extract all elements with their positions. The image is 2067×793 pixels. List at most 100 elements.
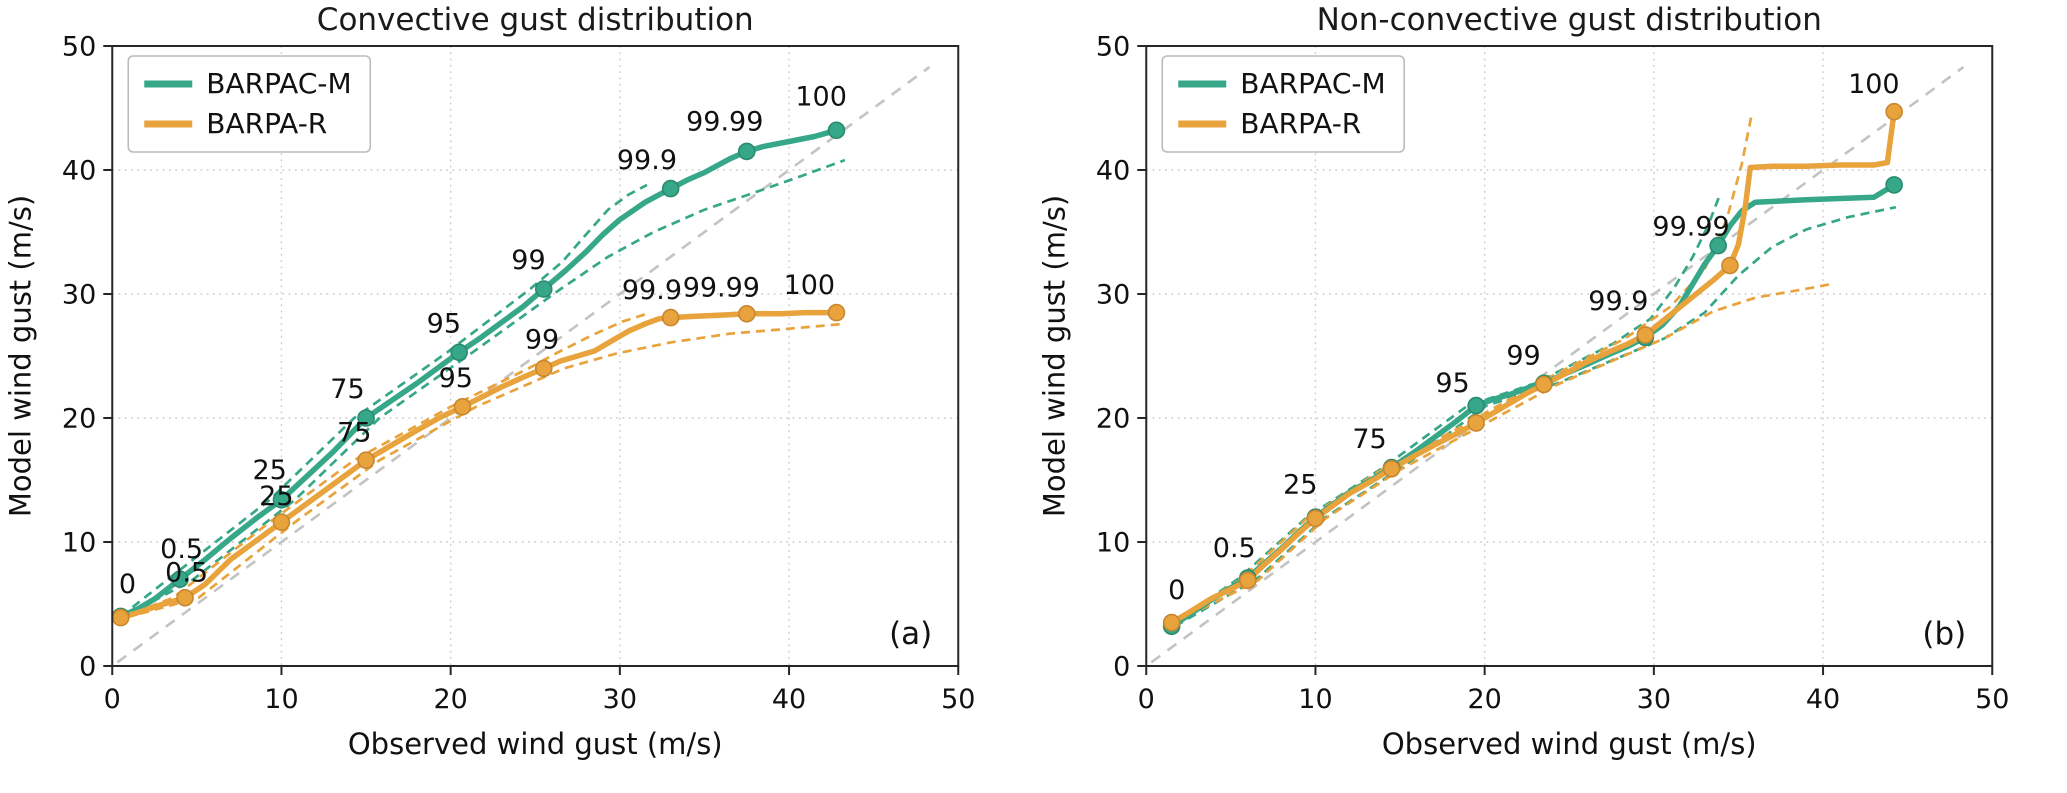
chart-nonconvective: 0 10 20 30 40 50 0 10 20 30 40 50 Non-convective gus… — [1037, 2, 2009, 761]
percentile-label: 99.99 — [1652, 212, 1729, 243]
y-tick-label: 50 — [62, 31, 96, 62]
percentile-marker-BARPAC-M — [827, 121, 846, 140]
percentile-label: 0 — [1168, 575, 1185, 606]
percentile-marker-BARPA-R — [453, 397, 472, 416]
percentile-marker-BARPA-R — [176, 588, 194, 607]
percentile-marker-BARPA-R — [1306, 509, 1324, 528]
legend-label-BARPAC-M: BARPAC-M — [206, 67, 351, 100]
x-tick-label: 20 — [1467, 684, 1501, 715]
x-tick-label: 0 — [1137, 684, 1154, 715]
percentile-marker-BARPAC-M — [661, 179, 680, 198]
percentile-label: 25 — [1283, 470, 1317, 501]
percentile-label: 99 — [1506, 341, 1540, 372]
y-tick-label: 10 — [62, 527, 96, 558]
percentile-label: 75 — [330, 374, 364, 405]
x-tick-label: 20 — [433, 684, 467, 715]
plot-border — [111, 45, 960, 667]
percentile-label: 0.5 — [1212, 533, 1255, 564]
chart-convective: 0 10 20 30 40 50 0 10 20 30 40 50 Convective gust di… — [3, 2, 975, 761]
legend-label-BARPAC-M: BARPAC-M — [1240, 67, 1385, 100]
y-tick-label: 0 — [79, 651, 96, 682]
percentile-marker-BARPAC-M — [450, 343, 468, 362]
series-line-BARPA-R — [118, 309, 840, 621]
percentile-label: 99 — [511, 245, 545, 276]
series-line-BARPAC-M — [118, 127, 840, 620]
y-tick-label: 40 — [62, 155, 96, 186]
percentile-label: 99.9 — [622, 275, 682, 306]
percentile-label: 95 — [427, 308, 461, 339]
y-tick-label: 20 — [1095, 403, 1129, 434]
x-tick-label: 10 — [1298, 684, 1332, 715]
x-tick-label: 0 — [104, 684, 121, 715]
ci-lower-BARPA-R — [125, 322, 845, 619]
percentile-label: 0.5 — [165, 558, 208, 589]
y-tick-label: 30 — [1095, 279, 1129, 310]
y-tick-label: 40 — [1095, 155, 1129, 186]
x-tick-label: 10 — [264, 684, 298, 715]
percentile-label: 100 — [795, 82, 847, 113]
percentile-label: 95 — [439, 363, 473, 394]
one-to-one-line — [116, 66, 931, 664]
percentile-marker-BARPA-R — [1238, 571, 1257, 590]
percentile-marker-BARPA-R — [661, 308, 680, 327]
ci-upper-BARPA-R — [120, 312, 648, 619]
percentile-label: 75 — [1352, 424, 1386, 455]
percentile-label: 99.99 — [686, 106, 763, 137]
percentile-marker-BARPA-R — [272, 513, 291, 532]
panel-a: 0 10 20 30 40 50 0 10 20 30 40 50 Convective gust di… — [3, 2, 975, 761]
one-to-one-line — [1150, 66, 1964, 664]
x-tick-label: 30 — [603, 684, 637, 715]
y-tick-label: 0 — [1113, 651, 1130, 682]
percentile-label: 100 — [1848, 69, 1900, 100]
legend: BARPAC-M BARPA-R — [1160, 55, 1405, 153]
percentile-marker-BARPA-R — [1466, 414, 1485, 432]
percentile-label: 0 — [119, 569, 136, 600]
percentile-marker-BARPA-R — [1382, 459, 1400, 478]
ci-lower-BARPAC-M — [1173, 205, 1896, 628]
y-axis-label: Model wind gust (m/s) — [3, 195, 37, 517]
percentile-marker-BARPA-R — [534, 359, 553, 378]
percentile-marker-BARPA-R — [1534, 375, 1553, 394]
y-tick-label: 20 — [62, 403, 96, 434]
percentile-marker-BARPA-R — [111, 608, 130, 627]
y-axis-label: Model wind gust (m/s) — [1037, 195, 1071, 517]
chart-title: Non-convective gust distribution — [1316, 2, 1821, 38]
legend: BARPAC-M BARPA-R — [127, 55, 372, 153]
plot-border — [1144, 45, 1993, 667]
legend-label-BARPA-R: BARPA-R — [206, 107, 327, 140]
legend-box — [127, 55, 372, 153]
percentile-marker-BARPAC-M — [1466, 396, 1485, 415]
legend-label-BARPA-R: BARPA-R — [1240, 107, 1361, 140]
panel-letter: (a) — [889, 616, 932, 652]
percentile-label: 99.99 — [683, 273, 760, 304]
percentile-label: 0.5 — [160, 534, 203, 565]
percentile-marker-BARPA-R — [737, 304, 756, 323]
percentile-label: 25 — [252, 455, 286, 486]
percentile-label: 100 — [784, 270, 836, 301]
percentile-marker-BARPA-R — [357, 451, 375, 470]
percentile-marker-BARPAC-M — [171, 570, 189, 589]
percentile-label: 99.9 — [1588, 286, 1648, 317]
percentile-marker-BARPA-R — [827, 303, 846, 322]
x-axis-label: Observed wind gust (m/s) — [1381, 727, 1756, 761]
x-tick-label: 50 — [941, 684, 975, 715]
x-tick-label: 40 — [772, 684, 806, 715]
percentile-label: 75 — [337, 418, 371, 449]
percentile-label: 99 — [525, 325, 559, 356]
x-tick-label: 50 — [1975, 684, 2009, 715]
percentile-marker-BARPAC-M — [272, 490, 291, 509]
legend-box — [1160, 55, 1405, 153]
ci-lower-BARPAC-M — [125, 158, 846, 618]
panel-letter: (b) — [1922, 616, 1966, 652]
y-tick-label: 10 — [1095, 527, 1129, 558]
x-tick-label: 30 — [1636, 684, 1670, 715]
percentile-marker-BARPA-R — [1884, 102, 1903, 121]
percentile-marker-BARPAC-M — [737, 142, 756, 161]
percentile-label: 25 — [259, 481, 293, 512]
percentile-marker-BARPA-R — [1162, 613, 1180, 632]
percentile-marker-BARPA-R — [1720, 256, 1739, 275]
percentile-marker-BARPAC-M — [534, 280, 553, 298]
y-tick-label: 30 — [62, 279, 96, 310]
percentile-marker-BARPAC-M — [1708, 236, 1727, 255]
